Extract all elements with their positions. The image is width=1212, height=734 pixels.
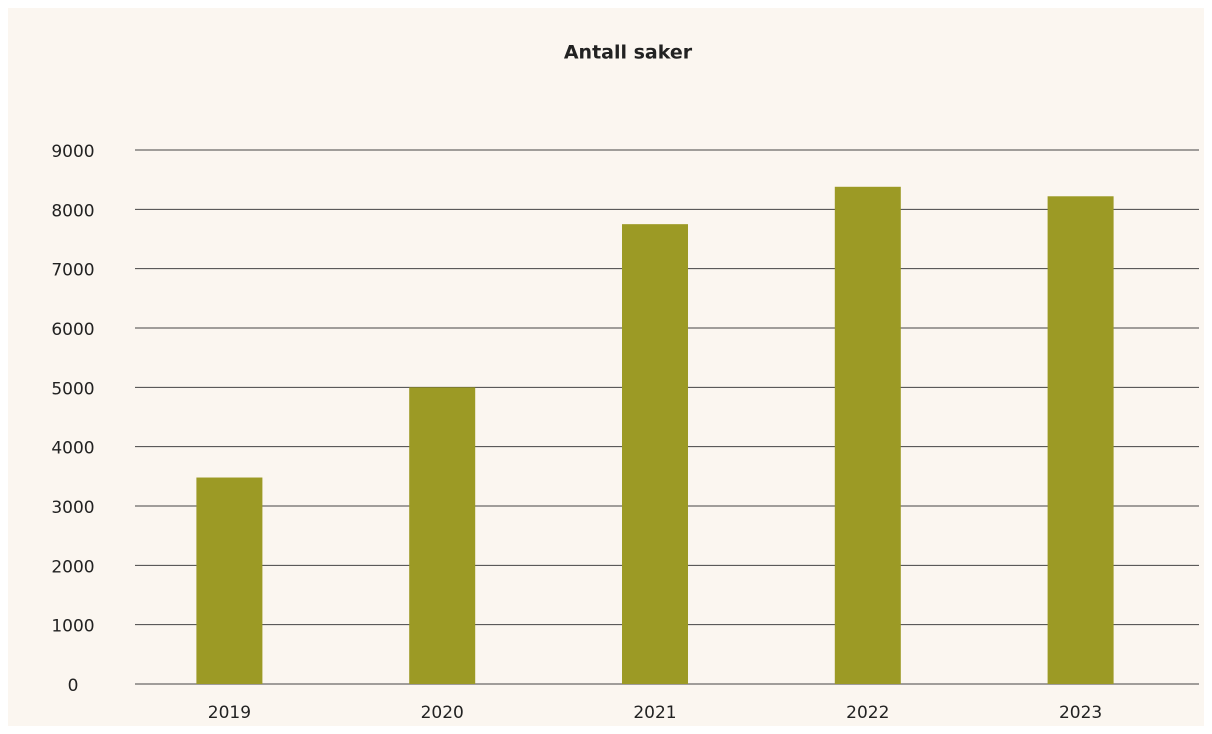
y-tick-label: 8000 (51, 201, 94, 221)
chart-title: Antall saker (564, 42, 693, 64)
x-tick-label: 2022 (846, 703, 889, 723)
bar (409, 387, 476, 684)
y-tick-label: 1000 (51, 617, 94, 637)
y-tick-label: 7000 (51, 261, 94, 281)
y-tick-label: 0 (68, 676, 79, 696)
y-tick-label: 9000 (51, 142, 94, 162)
bar (196, 477, 263, 684)
y-tick-label: 3000 (51, 498, 94, 518)
chart-background (8, 8, 1204, 726)
bar (834, 186, 901, 684)
x-tick-label: 2020 (421, 703, 464, 723)
x-tick-label: 2019 (208, 703, 251, 723)
y-tick-label: 4000 (51, 439, 94, 459)
y-tick-label: 2000 (51, 557, 94, 577)
y-tick-label: 5000 (51, 379, 94, 399)
bar (1047, 196, 1114, 684)
y-tick-label: 6000 (51, 320, 94, 340)
x-tick-label: 2023 (1059, 703, 1102, 723)
x-tick-label: 2021 (633, 703, 676, 723)
bar (622, 224, 688, 684)
